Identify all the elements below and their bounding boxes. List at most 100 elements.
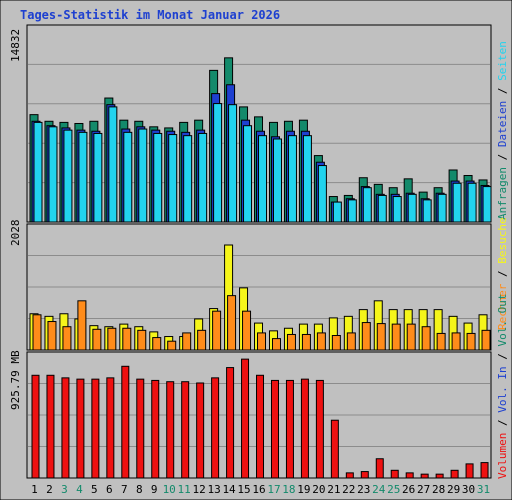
bar-rechner-day-29 bbox=[451, 332, 461, 351]
chart-title: Tages-Statistik im Monat Januar 2026 bbox=[20, 8, 280, 22]
bar-volumen-day-16 bbox=[256, 374, 265, 479]
bar-seiten-day-7 bbox=[123, 131, 133, 223]
bar-volumen-day-21 bbox=[330, 419, 339, 479]
bar-volumen-day-29 bbox=[450, 469, 459, 479]
day-label: 3 bbox=[61, 483, 68, 496]
bar-volumen-day-18 bbox=[285, 379, 294, 479]
bar-rechner-day-19 bbox=[301, 333, 311, 351]
bar-seiten-day-25 bbox=[392, 196, 402, 223]
legend-visits: Rechner / Besuche bbox=[496, 217, 509, 330]
day-label: 15 bbox=[237, 483, 250, 496]
day-label: 25 bbox=[387, 483, 400, 496]
legend-seiten: Seiten bbox=[496, 41, 509, 81]
bar-seiten-day-18 bbox=[287, 135, 297, 223]
bar-seiten-day-17 bbox=[272, 138, 282, 223]
bar-rechner-day-13 bbox=[212, 310, 222, 351]
day-label: 22 bbox=[342, 483, 355, 496]
bar-seiten-day-26 bbox=[407, 193, 417, 223]
day-label: 9 bbox=[151, 483, 158, 496]
day-label: 4 bbox=[76, 483, 83, 496]
bar-volumen-day-11 bbox=[181, 381, 190, 479]
bar-volumen-day-8 bbox=[136, 378, 145, 479]
day-label: 1 bbox=[31, 483, 38, 496]
day-label: 12 bbox=[193, 483, 206, 496]
legend-requests: Anfragen / Dateien / Seiten bbox=[496, 41, 509, 220]
bar-volumen-day-20 bbox=[315, 379, 324, 479]
bar-rechner-day-24 bbox=[376, 323, 386, 351]
day-label: 5 bbox=[91, 483, 98, 496]
bar-volumen-day-15 bbox=[241, 358, 250, 479]
day-label: 31 bbox=[477, 483, 490, 496]
bar-seiten-day-22 bbox=[347, 199, 357, 223]
bar-rechner-day-14 bbox=[227, 295, 237, 351]
bar-rechner-day-15 bbox=[242, 310, 252, 351]
bar-rechner-day-25 bbox=[391, 323, 401, 351]
day-label: 13 bbox=[207, 483, 220, 496]
day-label: 17 bbox=[267, 483, 280, 496]
bar-seiten-day-21 bbox=[332, 201, 342, 223]
bar-seiten-day-28 bbox=[437, 193, 447, 223]
bar-rechner-day-9 bbox=[152, 337, 162, 351]
bar-rechner-day-10 bbox=[167, 340, 177, 351]
day-label: 8 bbox=[136, 483, 143, 496]
bar-volumen-day-27 bbox=[420, 473, 429, 479]
bar-seiten-day-31 bbox=[482, 186, 492, 223]
bar-seiten-day-3 bbox=[63, 129, 73, 223]
bar-seiten-day-10 bbox=[168, 134, 178, 223]
bar-rechner-day-6 bbox=[107, 327, 117, 351]
bar-rechner-day-12 bbox=[197, 329, 207, 351]
legend-vol-out: Vol. Out bbox=[496, 294, 509, 347]
bar-volumen-day-6 bbox=[106, 377, 115, 479]
day-label: 16 bbox=[252, 483, 265, 496]
bar-rechner-day-27 bbox=[421, 326, 431, 351]
bar-seiten-day-23 bbox=[362, 187, 372, 223]
legend-volume: Volumen / Vol. In / Vol. Out bbox=[496, 294, 509, 479]
bar-rechner-day-3 bbox=[62, 326, 72, 351]
legend-rechner: Rechner bbox=[496, 283, 509, 330]
bar-seiten-day-4 bbox=[78, 131, 88, 223]
bar-rechner-day-21 bbox=[331, 335, 341, 351]
day-label: 6 bbox=[106, 483, 113, 496]
bar-seiten-day-5 bbox=[93, 132, 103, 223]
bar-rechner-day-31 bbox=[481, 329, 491, 351]
bar-seiten-day-8 bbox=[138, 128, 148, 223]
bar-seiten-day-1 bbox=[33, 121, 43, 223]
bar-rechner-day-22 bbox=[346, 332, 356, 351]
bar-seiten-day-27 bbox=[422, 199, 432, 223]
day-label: 30 bbox=[462, 483, 475, 496]
bar-rechner-day-30 bbox=[466, 332, 476, 351]
legend-volumen: Volumen bbox=[496, 433, 509, 479]
bar-seiten-day-12 bbox=[198, 132, 208, 223]
bar-rechner-day-20 bbox=[316, 332, 326, 351]
bar-volumen-day-30 bbox=[465, 463, 474, 479]
bar-seiten-day-24 bbox=[377, 194, 387, 223]
day-label: 20 bbox=[312, 483, 325, 496]
bar-volumen-day-22 bbox=[345, 472, 354, 479]
day-label: 28 bbox=[432, 483, 445, 496]
day-label: 18 bbox=[282, 483, 295, 496]
bar-volumen-day-25 bbox=[390, 469, 399, 479]
requests-panel bbox=[26, 24, 492, 223]
svg-text:Volumen / Vol. In / Vol. Out: Volumen / Vol. In / Vol. Out bbox=[496, 294, 509, 479]
bar-rechner-day-26 bbox=[406, 323, 416, 351]
svg-text:Anfragen / Dateien / Seiten: Anfragen / Dateien / Seiten bbox=[496, 41, 509, 220]
day-label: 24 bbox=[372, 483, 386, 496]
bar-rechner-day-2 bbox=[47, 321, 57, 351]
y-max-label-requests: 14832 bbox=[9, 29, 22, 62]
day-label: 29 bbox=[447, 483, 460, 496]
bar-seiten-day-15 bbox=[243, 125, 253, 223]
bar-volumen-day-3 bbox=[61, 377, 70, 479]
svg-text:Rechner / Besuche: Rechner / Besuche bbox=[496, 217, 509, 330]
bar-volumen-day-10 bbox=[166, 381, 175, 479]
bar-rechner-day-4 bbox=[77, 300, 87, 351]
day-axis: 1 2 3 4 5 6 7 8 9 10 11 12 13 14 15 16 17 18 19 20 21 22 23 24 2… bbox=[31, 483, 490, 496]
legend-besuche: Besuche bbox=[496, 217, 509, 263]
bar-seiten-day-9 bbox=[153, 132, 163, 223]
bar-volumen-day-7 bbox=[121, 365, 130, 479]
bar-seiten-day-11 bbox=[183, 135, 193, 223]
bar-volumen-day-2 bbox=[46, 374, 55, 479]
bar-seiten-day-14 bbox=[228, 104, 238, 223]
day-label: 19 bbox=[297, 483, 310, 496]
bar-volumen-day-13 bbox=[211, 377, 220, 479]
day-label: 11 bbox=[178, 483, 191, 496]
